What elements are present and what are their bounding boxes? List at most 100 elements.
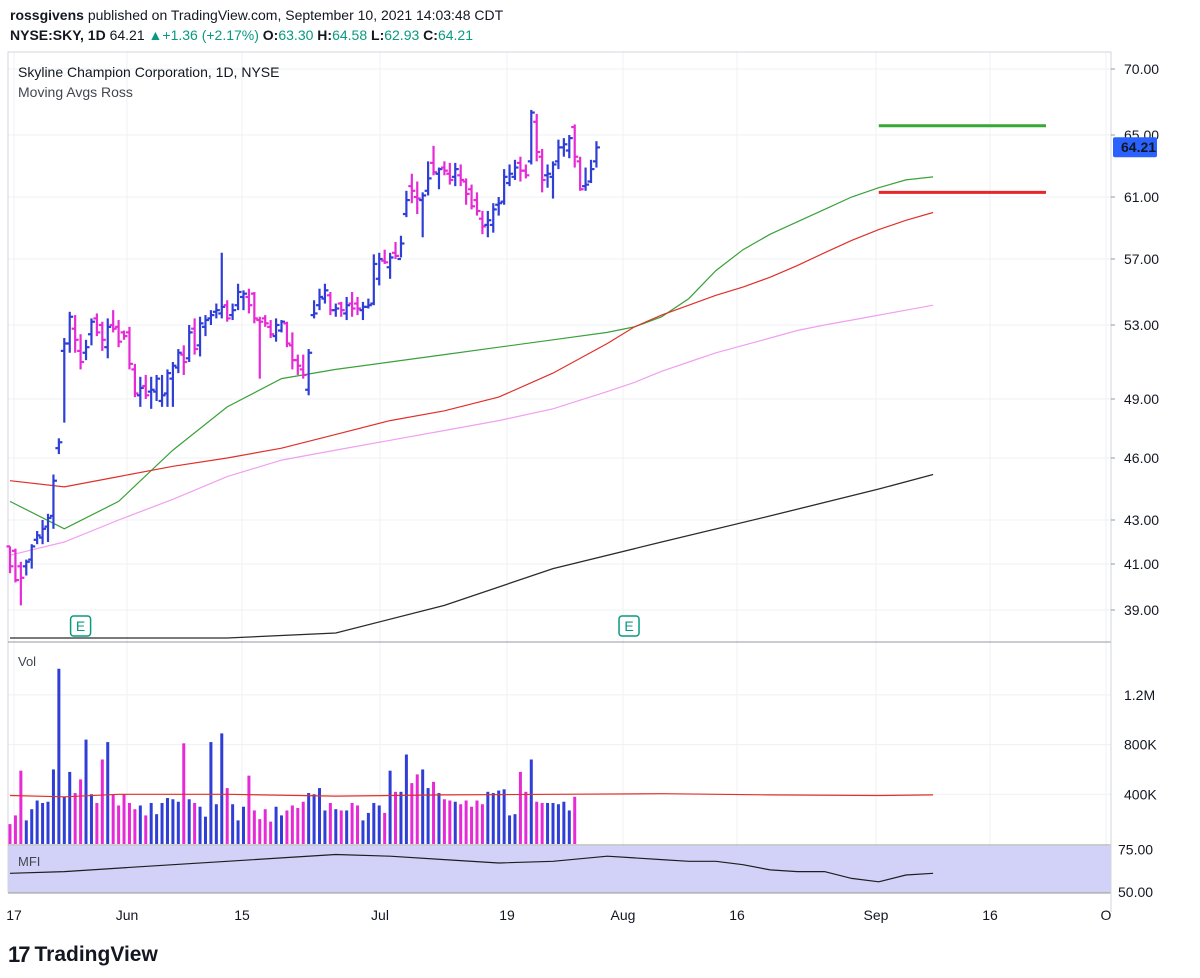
volume-bar	[35, 800, 39, 844]
volume-bar	[19, 770, 23, 844]
ohlc-bar	[332, 303, 340, 317]
ohlc-bar	[587, 159, 595, 184]
ohlc-bar	[109, 310, 117, 333]
ohlc-bar	[147, 376, 155, 409]
volume-ma-line	[9, 793, 934, 798]
ma-line-black	[10, 473, 934, 639]
ohlc-bar	[82, 339, 90, 361]
volume-bar	[241, 806, 245, 844]
volume-bar	[480, 804, 484, 844]
ohlc-bar	[478, 210, 486, 235]
price-tick-label: 53.00	[1124, 317, 1159, 333]
ohlc-bar	[522, 164, 530, 179]
volume-bar	[546, 802, 550, 844]
price-tick-label: 49.00	[1124, 391, 1159, 407]
mfi-tick-label: 75.00	[1118, 841, 1153, 857]
time-tick-label: Sep	[864, 907, 889, 923]
ohlc-bar	[468, 184, 476, 210]
volume-bar	[263, 809, 267, 844]
volume-bar	[562, 801, 566, 844]
ohlc-bar	[239, 290, 247, 311]
mfi-line	[9, 853, 934, 883]
ohlc-bar	[484, 210, 492, 238]
tradingview-footer[interactable]: 17 TradingView	[8, 942, 158, 968]
ohlc-bar	[375, 252, 383, 286]
publish-info: published on TradingView.com, September …	[83, 7, 504, 23]
author-name[interactable]: rossgivens	[10, 7, 84, 23]
volume-bar	[486, 791, 490, 844]
volume-bar	[274, 806, 278, 844]
volume-bar	[491, 793, 495, 844]
ohlc-bar	[131, 363, 139, 398]
ohlc-bar	[565, 135, 573, 159]
volume-tick-label: 800K	[1124, 737, 1157, 753]
volume-tick-label: 400K	[1124, 786, 1157, 802]
volume-bar	[13, 815, 17, 844]
volume-bar	[144, 815, 148, 844]
volume-bar	[350, 802, 354, 844]
ohlc-bar	[495, 197, 503, 216]
ohlc-bar	[316, 288, 324, 311]
price-axis[interactable]: 70.0065.0061.0057.0053.0049.0046.0043.00…	[1111, 61, 1159, 900]
volume-bar	[95, 802, 99, 844]
ohlc-bar	[500, 169, 508, 205]
ohlc-bar	[386, 252, 394, 279]
ohlc-bar	[49, 474, 57, 529]
brand-name: TradingView	[34, 943, 158, 966]
ohlc-bar	[120, 330, 128, 340]
volume-bar	[388, 770, 392, 844]
volume-bar	[372, 802, 376, 844]
volume-bar	[51, 769, 55, 844]
volume-bar	[312, 794, 316, 844]
volume-bar	[24, 820, 28, 844]
volume-bar	[46, 801, 50, 844]
ohlc-bar	[549, 161, 557, 199]
ohlc-bar	[174, 349, 182, 374]
volume-bar	[149, 802, 153, 844]
ohlc-bar	[283, 321, 291, 348]
volume-bar	[8, 824, 12, 844]
ohlc-bar	[560, 138, 568, 157]
volume-bar	[285, 810, 289, 844]
horizontal-levels[interactable]	[878, 124, 1046, 194]
volume-bar	[508, 815, 512, 844]
ohlc-bar	[533, 113, 541, 162]
ohlc-bar	[33, 531, 41, 545]
volume-bar	[415, 774, 419, 844]
ohlc-bar	[39, 520, 47, 545]
ohlc-bar	[440, 161, 448, 176]
up-arrow-icon: ▲	[148, 27, 163, 43]
volume-bar	[535, 801, 539, 844]
volume-bar	[377, 805, 381, 844]
volume-bar	[252, 810, 256, 844]
ohlc-bar	[104, 318, 112, 359]
time-tick-label: 16	[729, 907, 745, 923]
mfi-series: MFI	[9, 853, 934, 883]
volume-bar	[160, 802, 164, 844]
ohlc-bar	[245, 288, 253, 314]
earnings-box	[69, 615, 92, 637]
last-price: 64.21	[109, 27, 145, 43]
ohlc-bar	[218, 252, 226, 319]
volume-bar	[62, 796, 66, 844]
ohlc-bar	[55, 438, 63, 455]
ohlc-bar	[191, 318, 199, 355]
ohlc-bar	[256, 316, 264, 379]
volume-bar	[307, 793, 311, 844]
earnings-letter: E	[76, 618, 85, 634]
ohlc-bar	[115, 320, 123, 348]
chart-header: rossgivens published on TradingView.com,…	[10, 6, 503, 44]
volume-bar	[269, 821, 273, 844]
ohlc-bar	[267, 320, 275, 338]
price-change: +1.36 (+2.17%)	[162, 27, 259, 43]
ohlc-bar	[71, 315, 79, 353]
symbol-label: NYSE:SKY, 1D	[10, 27, 106, 43]
volume-bar	[399, 791, 403, 844]
ohlc-bar	[185, 325, 193, 362]
volume-bar	[513, 814, 517, 844]
time-axis[interactable]: 17 Jun 15 Jul 19 Aug 16 Sep 16 O	[6, 907, 1111, 923]
close-value: 64.21	[437, 27, 473, 43]
chart-grid	[8, 52, 1111, 892]
